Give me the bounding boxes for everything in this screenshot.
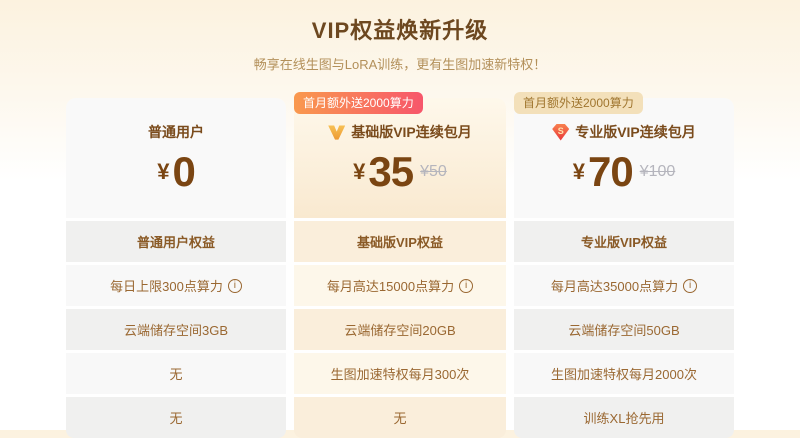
price-value: 35 [368,148,414,195]
benefit-text: 每月高达35000点算力 [550,279,679,294]
benefit-row-compute: 每月高达35000点算力 i [514,265,734,306]
plans-comparison-table: 普通用户 ¥ 0 普通用户权益 每日上限300点算力 i 云端储存空间3GB 无 [0,92,800,438]
currency-symbol: ¥ [157,159,170,184]
benefit-text: 无 [393,411,407,426]
plan-card-basic-vip[interactable]: 基础版VIP连续包月 ¥ 35 ¥50 [294,98,506,218]
plan-column-pro-vip: 首月额外送2000算力 S 专业版VIP连续包月 ¥ 70 ¥100 专业版VI… [514,92,734,438]
old-price-strikethrough: ¥50 [420,163,447,180]
plan-column-basic-vip: 首月额外送2000算力 基础版VIP连续包月 ¥ 35 ¥50 基础版VIP权益… [294,92,506,438]
pro-vip-gem-icon: S [552,123,570,141]
benefit-row-training: 无 [66,397,286,438]
price-free: ¥ 0 [157,148,196,195]
benefit-text: 云端储存空间20GB [344,323,456,338]
benefit-header-label: 专业版VIP权益 [581,235,667,250]
benefit-row-speedup: 生图加速特权每月2000次 [514,353,734,394]
page-header: VIP权益焕新升级 畅享在线生图与LoRA训练，更有生图加速新特权！ [0,0,800,73]
price-value: 70 [587,148,634,195]
benefit-text: 生图加速特权每月300次 [330,367,470,382]
benefit-text: 每日上限300点算力 [110,279,223,294]
benefit-row-storage: 云端储存空间20GB [294,309,506,350]
first-month-bonus-badge: 首月额外送2000算力 [294,92,423,114]
benefit-row-compute: 每日上限300点算力 i [66,265,286,306]
plan-card-free[interactable]: 普通用户 ¥ 0 [66,98,286,218]
info-icon[interactable]: i [227,278,242,293]
benefit-row-speedup: 无 [66,353,286,394]
plan-name-basic-vip: 基础版VIP连续包月 [328,122,472,142]
price-basic-vip: ¥ 35 ¥50 [353,151,447,193]
benefit-text: 无 [169,367,183,382]
benefit-header-row: 专业版VIP权益 [514,221,734,262]
benefit-text: 每月高达15000点算力 [326,279,455,294]
benefit-header-label: 普通用户权益 [136,235,215,250]
info-icon[interactable]: i [683,278,698,293]
benefit-header-label: 基础版VIP权益 [357,235,443,250]
currency-symbol: ¥ [572,159,585,184]
plan-name-label: 普通用户 [148,124,204,140]
page-title: VIP权益焕新升级 [311,18,489,43]
benefit-text: 云端储存空间50GB [568,323,680,338]
benefit-text: 生图加速特权每月2000次 [551,367,697,382]
plan-name-pro-vip: S 专业版VIP连续包月 [552,122,696,142]
plan-card-pro-vip[interactable]: S 专业版VIP连续包月 ¥ 70 ¥100 [514,98,734,218]
benefit-header-row: 基础版VIP权益 [294,221,506,262]
benefit-row-storage: 云端储存空间50GB [514,309,734,350]
info-icon[interactable]: i [459,278,474,293]
page-subtitle: 畅享在线生图与LoRA训练，更有生图加速新特权！ [253,57,547,72]
price-pro-vip: ¥ 70 ¥100 [573,151,676,193]
plan-name-free: 普通用户 [148,122,204,142]
benefit-row-training: 训练XL抢先用 [514,397,734,438]
benefit-row-compute: 每月高达15000点算力 i [294,265,506,306]
benefit-row-speedup: 生图加速特权每月300次 [294,353,506,394]
currency-symbol: ¥ [353,159,366,184]
benefit-text: 无 [169,411,183,426]
benefit-text: 云端储存空间3GB [123,323,228,338]
first-month-bonus-badge: 首月额外送2000算力 [514,92,643,114]
old-price-strikethrough: ¥100 [639,163,676,180]
benefit-text: 训练XL抢先用 [583,411,665,426]
benefit-row-training: 无 [294,397,506,438]
benefit-row-storage: 云端储存空间3GB [66,309,286,350]
benefit-header-row: 普通用户权益 [66,221,286,262]
price-value: 0 [172,148,195,195]
basic-vip-gem-icon [328,125,346,140]
plan-name-label: 专业版VIP连续包月 [575,124,696,140]
plan-column-free: 普通用户 ¥ 0 普通用户权益 每日上限300点算力 i 云端储存空间3GB 无 [66,98,286,438]
plan-name-label: 基础版VIP连续包月 [351,124,472,140]
